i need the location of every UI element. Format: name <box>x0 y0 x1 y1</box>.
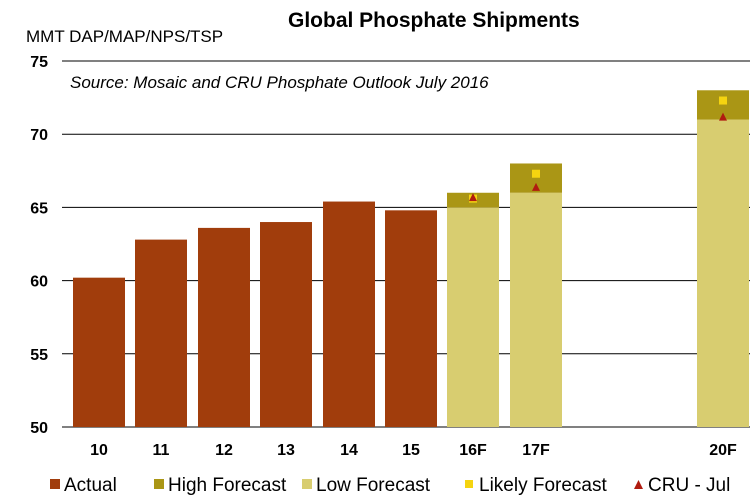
y-axis-unit-label: MMT DAP/MAP/NPS/TSP <box>26 27 223 46</box>
marker-likely-forecast <box>532 169 540 178</box>
y-tick-label: 75 <box>30 54 48 71</box>
legend-label: CRU - Jul <box>648 475 730 496</box>
bar-actual <box>73 277 125 427</box>
x-tick-label: 20F <box>709 442 737 459</box>
y-tick-label: 60 <box>30 274 48 291</box>
x-tick-label: 12 <box>215 442 233 459</box>
x-tick-label: 15 <box>402 442 420 459</box>
legend-label: Actual <box>64 475 117 496</box>
legend-swatch-cru <box>634 480 643 489</box>
x-tick-label: 10 <box>90 442 108 459</box>
bars <box>73 90 749 427</box>
legend-swatch-low <box>302 479 312 489</box>
legend-swatch-high <box>154 479 164 489</box>
marker-cru-july <box>532 182 540 191</box>
x-tick-label: 11 <box>153 442 170 459</box>
marker-cru-july <box>719 112 727 121</box>
source-note: Source: Mosaic and CRU Phosphate Outlook… <box>70 73 489 92</box>
bar-actual <box>135 239 187 427</box>
y-tick-label: 55 <box>30 347 48 364</box>
legend-label: High Forecast <box>168 475 287 496</box>
legend-label: Likely Forecast <box>479 475 607 496</box>
x-tick-label: 16F <box>459 442 487 459</box>
bar-actual <box>260 222 312 427</box>
x-axis-ticks: 10 11 12 13 14 15 16F 17F 20F <box>90 442 737 459</box>
bar-low-forecast <box>447 207 499 427</box>
marker-likely-forecast <box>719 96 727 105</box>
x-tick-label: 13 <box>277 442 295 459</box>
bar-actual <box>385 210 437 427</box>
bar-actual <box>198 227 250 427</box>
x-tick-label: 17F <box>522 442 550 459</box>
y-tick-label: 50 <box>30 420 48 437</box>
y-axis-ticks: 50 55 60 65 70 75 <box>30 54 48 437</box>
bar-actual <box>323 201 375 427</box>
x-tick-label: 14 <box>340 442 358 459</box>
y-tick-label: 65 <box>30 200 48 217</box>
bar-low-forecast <box>697 119 749 427</box>
y-tick-label: 70 <box>30 127 48 144</box>
legend-swatch-actual <box>50 479 60 489</box>
legend: Actual High Forecast Low Forecast Likely Fo… <box>50 475 730 496</box>
legend-swatch-likely <box>465 480 473 488</box>
markers <box>469 96 727 203</box>
marker-cru-july <box>469 193 477 202</box>
chart-title: Global Phosphate Shipments <box>288 9 580 32</box>
bar-low-forecast <box>510 192 562 427</box>
legend-label: Low Forecast <box>316 475 431 496</box>
